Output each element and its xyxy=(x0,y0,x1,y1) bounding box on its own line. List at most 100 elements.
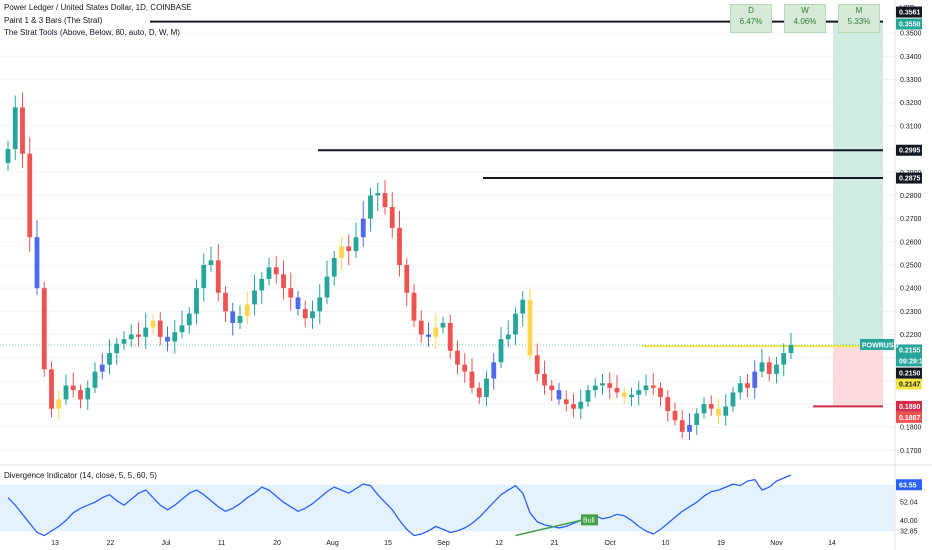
price-tick-label: 0.2400 xyxy=(900,286,922,293)
price-tick-label: 0.1800 xyxy=(900,425,922,432)
badge-countdown: 09:29:36 xyxy=(899,358,927,365)
bull-label-bg xyxy=(581,514,598,526)
candle-body xyxy=(244,304,250,316)
candle-body xyxy=(527,299,533,356)
candle-body xyxy=(339,246,344,259)
candle-body xyxy=(665,397,671,412)
candle-body xyxy=(433,327,439,337)
time-tick-label: 14 xyxy=(828,540,836,547)
bull-label: Bull xyxy=(583,517,595,524)
badge-stop1: 0.1890 xyxy=(899,404,921,411)
candle-body xyxy=(194,288,199,314)
price-tick-label: 0.1700 xyxy=(900,448,922,455)
stat-daily-label: D xyxy=(748,6,754,15)
candle-body xyxy=(418,320,424,335)
indicator-strat-tools[interactable]: The Strat Tools (Above, Below, 80, auto,… xyxy=(4,28,180,37)
candle-body xyxy=(49,369,54,409)
badge-level-top: 0.3561 xyxy=(899,10,921,17)
candle-body xyxy=(614,387,620,393)
stat-daily: D 6.47% xyxy=(730,4,772,33)
candle-body xyxy=(440,322,446,328)
candle-body xyxy=(368,195,373,219)
candle-body xyxy=(730,392,736,407)
badge-osc-value: 63.55 xyxy=(899,482,917,489)
price-tick-label: 0.2200 xyxy=(900,332,922,339)
oscillator-pane xyxy=(0,474,895,537)
candle-body xyxy=(360,218,366,238)
candle-body xyxy=(708,404,714,409)
candle-body xyxy=(353,237,359,252)
time-tick-label: Oct xyxy=(605,540,616,547)
candle-body xyxy=(716,408,721,416)
stat-monthly: M 5.33% xyxy=(838,4,880,33)
badge-osc-value-bg xyxy=(896,479,922,491)
candle-body xyxy=(252,290,257,305)
badge-stop2: 0.1887 xyxy=(899,415,921,422)
target-zone xyxy=(833,21,883,347)
candle-body xyxy=(723,406,729,416)
price-badges: 0.3561 0.3550 0.2995 0.2875 0.2155 09:29:36 0.… xyxy=(581,6,927,526)
candle-body xyxy=(201,264,207,289)
symbol-title[interactable]: Power Ledger / United States Dollar, 1D,… xyxy=(4,3,192,12)
candle-body xyxy=(114,343,120,354)
candle-body xyxy=(788,344,794,354)
candle-body xyxy=(143,327,149,337)
candle-body xyxy=(5,149,11,163)
badge-last-price: 0.2155 xyxy=(899,347,921,354)
candle-body xyxy=(128,334,134,340)
time-tick-label: 15 xyxy=(384,540,392,547)
badge-level-top2: 0.3550 xyxy=(899,22,921,29)
badge-level-2875: 0.2875 xyxy=(899,176,921,183)
candle-body xyxy=(85,387,91,400)
oscillator-tick-label: 52.04 xyxy=(900,500,918,507)
badge-price-2147-bg xyxy=(896,378,922,390)
candle-body xyxy=(63,385,69,400)
candle-body xyxy=(498,339,504,363)
candle-body xyxy=(136,334,141,337)
candle-body xyxy=(70,385,76,391)
candle-body xyxy=(281,274,286,289)
price-tick-label: 0.2600 xyxy=(900,239,922,246)
time-tick-label: Nov xyxy=(770,540,783,547)
price-tick-label: 0.2700 xyxy=(900,216,922,223)
candle-body xyxy=(621,392,627,398)
candle-body xyxy=(331,258,337,277)
candle-body xyxy=(513,313,518,335)
stat-monthly-label: M xyxy=(855,6,863,15)
oscillator-tick-label: 32.85 xyxy=(900,529,918,536)
bull-divergence-line xyxy=(515,519,581,537)
candle-body xyxy=(389,207,395,228)
candle-body xyxy=(774,364,779,374)
oscillator-band xyxy=(0,484,895,532)
candle-body xyxy=(520,299,526,314)
price-tick-label: 0.2500 xyxy=(900,262,922,269)
time-tick-label: 22 xyxy=(107,540,115,547)
candle-body xyxy=(447,322,453,351)
stat-daily-value: 6.47% xyxy=(739,17,763,26)
candle-body xyxy=(629,394,634,398)
badge-stop1-bg xyxy=(896,400,922,412)
indicator-paint-bars[interactable]: Paint 1 & 3 Bars (The Strat) xyxy=(4,16,103,25)
oscillator-title[interactable]: Divergence Indicator (14, close, 5, 5, 6… xyxy=(4,471,157,480)
candle-body xyxy=(404,264,410,293)
candle-body xyxy=(230,311,236,323)
candle-body xyxy=(215,260,221,293)
stat-weekly-value: 4.06% xyxy=(793,17,817,26)
candle-body xyxy=(542,373,547,386)
time-tick-label: 10 xyxy=(662,540,670,547)
candle-body xyxy=(157,320,163,337)
candle-body xyxy=(592,385,598,391)
badge-price-2150-bg xyxy=(896,367,922,379)
candle-body xyxy=(462,364,468,372)
badge-level-2875-bg xyxy=(896,172,922,184)
stat-monthly-value: 5.33% xyxy=(847,17,871,26)
symbol-badge: POWRUSD xyxy=(862,342,899,349)
candle-body xyxy=(658,387,663,398)
badge-price-2150: 0.2150 xyxy=(899,371,921,378)
candle-body xyxy=(375,193,381,196)
candle-body xyxy=(549,385,555,391)
candle-body xyxy=(607,383,613,388)
time-tick-label: Jul xyxy=(162,540,171,547)
